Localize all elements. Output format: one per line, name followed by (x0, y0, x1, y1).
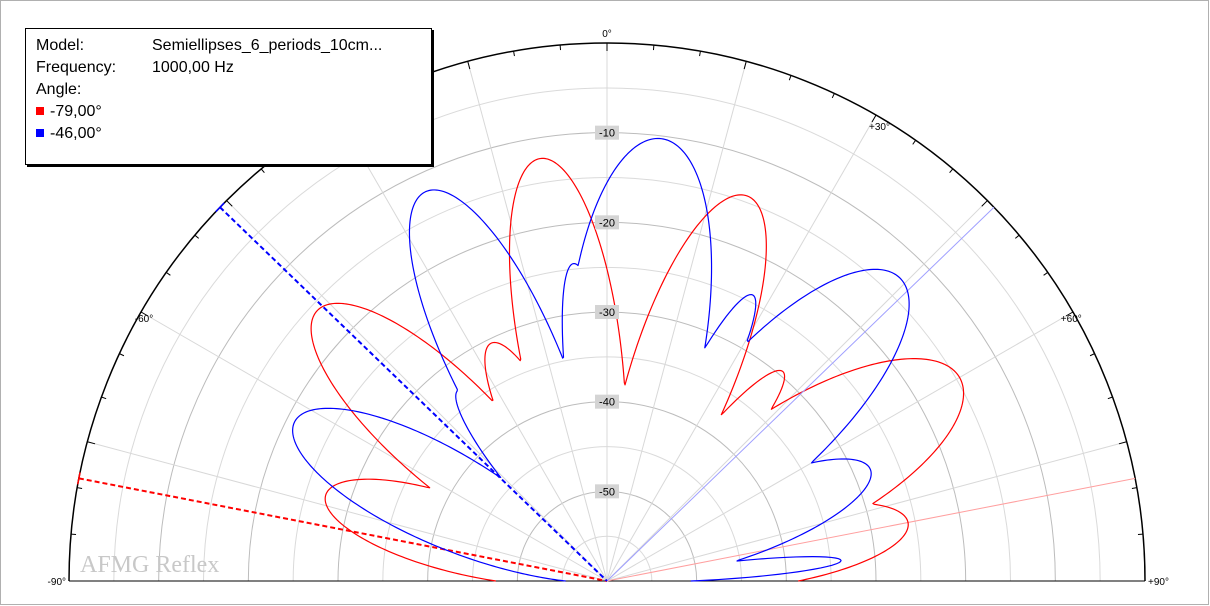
incident-arrow-mark (215, 202, 225, 213)
r-tick-label: -20 (599, 217, 615, 229)
grid-spoke (467, 61, 608, 582)
r-tick-label-bg (595, 484, 619, 499)
angle-tick-mark (1014, 234, 1020, 239)
angle-tick-mark (699, 51, 701, 57)
legend-swatch-red (36, 107, 44, 115)
grid-spoke (606, 311, 1074, 582)
grid-spoke (337, 114, 608, 582)
angle-tick-mark (912, 140, 916, 145)
angle-tick-mark (1131, 487, 1137, 489)
grid-spoke (606, 114, 877, 582)
r-tick-label: -40 (599, 397, 615, 409)
r-tick-label-bg (595, 305, 619, 319)
legend-series-label: -79,00° (50, 103, 102, 120)
legend-series-label: -46,00° (50, 125, 102, 142)
r-tick-label: -10 (599, 128, 615, 140)
angle-tick-mark (226, 200, 233, 207)
legend-model-value: Semiellipses_6_periods_10cm... (152, 37, 383, 54)
r-tick-label-bg (595, 394, 619, 409)
r-tick-label-bg (595, 215, 619, 230)
legend-model-label: Model: (36, 37, 85, 54)
angle-tick-mark (467, 61, 471, 70)
grid-spoke (606, 61, 747, 582)
legend-frequency-value: 1000,00 Hz (152, 59, 234, 76)
angle-tick-label: +30° (869, 122, 890, 133)
angle-tick-mark (1089, 353, 1095, 357)
angle-tick-mark (1118, 441, 1127, 445)
angle-tick-mark (871, 114, 877, 123)
angle-tick-label: -90° (48, 577, 66, 588)
angle-tick-mark (77, 487, 83, 489)
legend-angle-row: Angle: (36, 79, 421, 101)
r-tick-label: -30 (599, 307, 615, 319)
legend-series-blue: -46,00° (36, 123, 421, 145)
series-response-curve (292, 137, 910, 582)
legend-series-red: -79,00° (36, 101, 421, 123)
incident-ray-line (219, 206, 608, 582)
angle-tick-mark (981, 200, 988, 207)
legend-frequency-label: Frequency: (36, 59, 117, 76)
angle-tick-label: -60° (135, 314, 153, 325)
angle-tick-mark (1065, 311, 1074, 317)
watermark-text: AFMG Reflex (80, 552, 220, 578)
angle-tick-label: 0° (602, 29, 612, 40)
grid-spoke (87, 441, 608, 582)
grid-spoke (606, 441, 1127, 582)
incident-ray-line (78, 477, 608, 582)
legend-angle-label: Angle: (36, 81, 82, 98)
series-response-curve (310, 157, 965, 582)
incident-arrow-mark (77, 472, 81, 485)
angle-tick-mark (260, 168, 265, 174)
grid-spoke (140, 311, 608, 582)
angle-tick-label: +90° (1148, 577, 1169, 588)
angle-tick-mark (513, 51, 515, 57)
grid-spoke (606, 200, 988, 582)
r-tick-label-bg (595, 125, 619, 140)
angle-tick-mark (788, 75, 792, 81)
angle-tick-mark (87, 441, 96, 445)
angle-tick-mark (194, 234, 200, 239)
legend-model-row: Model: Semiellipses_6_periods_10cm... (36, 35, 421, 57)
angle-tick-mark (166, 272, 171, 276)
angle-tick-label: +60° (1061, 314, 1082, 325)
angle-tick-mark (949, 168, 954, 174)
legend-swatch-blue (36, 129, 44, 137)
angle-tick-mark (743, 61, 747, 70)
legend-box: Model: Semiellipses_6_periods_10cm... Fre… (25, 28, 432, 165)
specular-reflection-line (606, 477, 1136, 582)
specular-reflection-line (606, 206, 995, 582)
angle-tick-mark (831, 93, 835, 99)
angle-tick-mark (119, 353, 125, 357)
legend-frequency-row: Frequency: 1000,00 Hz (36, 57, 421, 79)
angle-tick-mark (1043, 272, 1048, 276)
grid-spoke (226, 200, 608, 582)
angle-tick-mark (1107, 396, 1113, 400)
angle-tick-mark (140, 311, 149, 317)
angle-tick-mark (101, 396, 107, 400)
r-tick-label: -50 (599, 486, 615, 498)
